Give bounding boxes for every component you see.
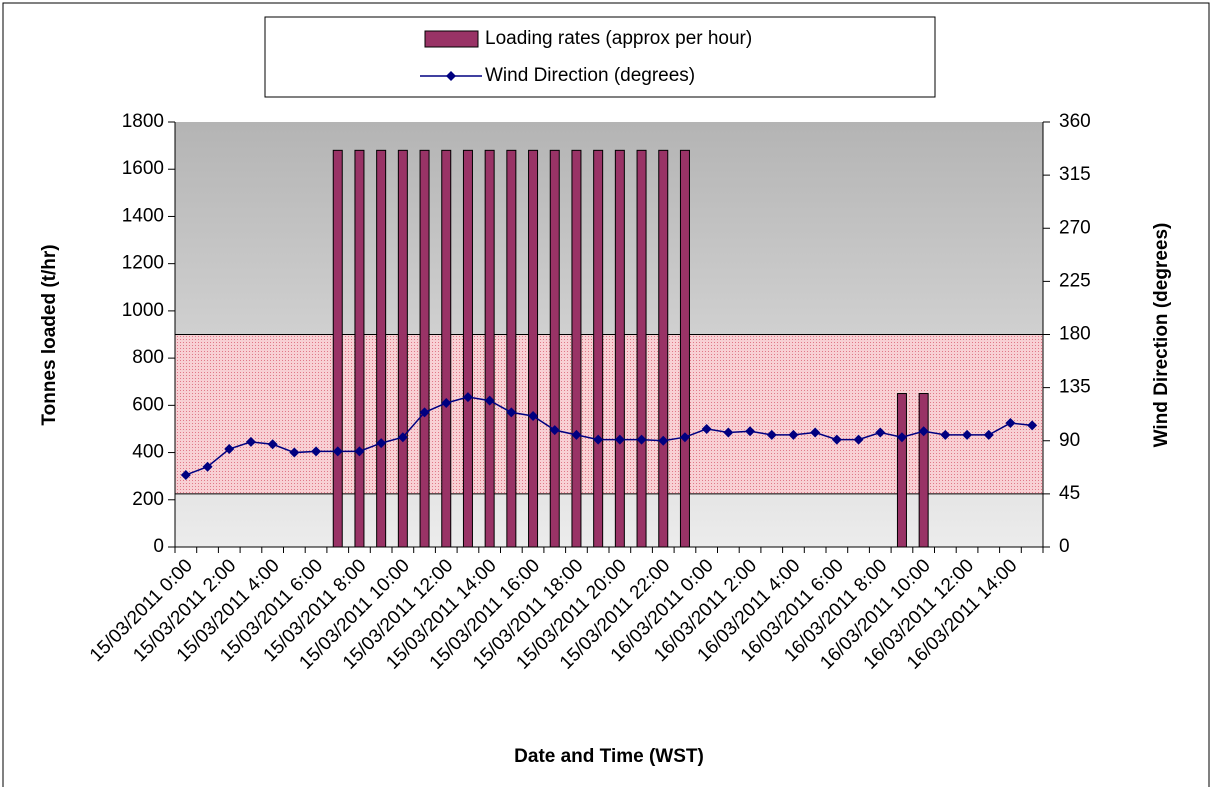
marker [528,410,539,421]
marker [180,469,191,480]
y2-tick-label: 180 [1059,324,1091,345]
highlight-band [174,334,1044,495]
marker [311,446,322,457]
marker [571,429,582,440]
y2-tick-label: 360 [1059,111,1091,132]
x-axis-title: Date and Time (WST) [514,746,704,767]
marker [940,429,951,440]
y2-tick-label: 270 [1059,217,1091,238]
y-tick-label: 1800 [122,111,164,132]
marker [896,432,907,443]
y-tick-label: 200 [132,489,164,510]
y2-tick-label: 90 [1059,430,1080,451]
bar [332,149,343,548]
marker [853,434,864,445]
marker [636,434,647,445]
marker [549,425,560,436]
marker [679,432,690,443]
bar [614,149,625,548]
bar [506,149,517,548]
marker [593,434,604,445]
marker [245,436,256,447]
marker [766,429,777,440]
marker [376,438,387,449]
y2-tick-label: 45 [1059,483,1080,504]
marker [332,446,343,457]
y-axis-title: Tonnes loaded (t/hr) [39,244,60,425]
bar [397,149,408,548]
marker [441,397,452,408]
y2-tick-label: 225 [1059,270,1091,291]
marker [1027,420,1038,431]
marker [462,392,473,403]
bar [658,149,669,548]
y-tick-label: 800 [132,347,164,368]
bar [441,149,452,548]
marker [962,429,973,440]
marker [267,439,278,450]
marker [419,407,430,418]
marker [831,434,842,445]
marker [614,434,625,445]
y-tick-label: 1000 [122,300,164,321]
bar [549,149,560,548]
bar [593,149,604,548]
bar [571,149,582,548]
bar [918,393,929,548]
y-tick-label: 1600 [122,158,164,179]
marker [1005,418,1016,429]
bar [679,149,690,548]
legend-box [264,16,936,98]
marker [202,461,213,472]
y2-axis-title: Wind Direction (degrees) [1151,223,1172,448]
y2-tick-label: 135 [1059,377,1091,398]
legend-label: Loading rates (approx per hour) [485,28,752,49]
bar [462,149,473,548]
marker [506,407,517,418]
marker [397,432,408,443]
marker [983,429,994,440]
y2-tick-label: 315 [1059,164,1091,185]
y-tick-label: 400 [132,442,164,463]
bar [376,149,387,548]
legend: Loading rates (approx per hour) Wind Dire… [264,16,936,98]
y-tick-label: 1400 [122,205,164,226]
legend-label: Wind Direction (degrees) [485,65,695,86]
bar [528,149,539,548]
bar [896,393,907,548]
marker [224,444,235,455]
bar [419,149,430,548]
marker [788,429,799,440]
marker [875,427,886,438]
marker [918,426,929,437]
bar [484,149,495,548]
marker [658,435,669,446]
y-tick-label: 600 [132,394,164,415]
y2-tick-label: 0 [1059,536,1070,557]
bar [636,149,647,548]
bar [354,149,365,548]
marker [289,447,300,458]
marker [484,395,495,406]
marker [723,427,734,438]
y-tick-label: 1200 [122,253,164,274]
y-tick-label: 0 [153,536,164,557]
line [185,396,1033,476]
marker [354,446,365,457]
legend-swatch [424,30,479,48]
marker [701,423,712,434]
legend-marker [446,71,456,81]
marker [745,426,756,437]
marker [810,427,821,438]
